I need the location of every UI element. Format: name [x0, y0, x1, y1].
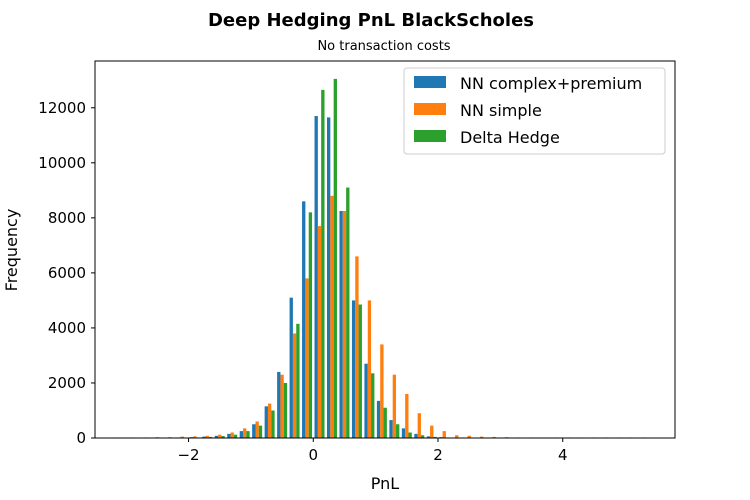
x-axis-label: PnL	[371, 474, 400, 493]
bar-delta-hedge	[283, 382, 288, 438]
bar-nn-complex-premium	[327, 117, 331, 438]
bar-delta-hedge	[233, 434, 238, 438]
y-tick-label: 8000	[48, 209, 86, 227]
bar-nn-simple	[480, 436, 484, 438]
legend-label-nn-complex: NN complex+premium	[460, 74, 642, 93]
bar-delta-hedge	[396, 424, 400, 438]
bar-nn-simple	[355, 256, 359, 438]
bar-delta-hedge	[408, 432, 412, 438]
bar-nn-complex-premium	[214, 435, 219, 438]
legend-swatch-nn-complex	[414, 76, 446, 88]
legend-label-delta-hedge: Delta Hedge	[460, 128, 560, 147]
bar-nn-simple	[230, 432, 234, 438]
bar-delta-hedge	[358, 304, 362, 438]
bar-delta-hedge	[371, 373, 375, 438]
bars-layer	[118, 78, 646, 438]
bar-nn-simple	[492, 436, 496, 438]
legend-swatch-delta-hedge	[414, 130, 446, 142]
bar-nn-simple	[455, 435, 459, 438]
bar-nn-complex-premium	[339, 210, 343, 438]
bar-nn-complex-premium	[264, 406, 268, 438]
bar-nn-complex-premium	[426, 436, 431, 438]
bar-nn-simple	[255, 421, 259, 438]
chart-title: Deep Hedging PnL BlackScholes	[208, 10, 534, 31]
bar-nn-simple	[243, 428, 247, 438]
bar-nn-complex-premium	[364, 363, 368, 438]
bar-delta-hedge	[221, 436, 225, 438]
bar-nn-simple	[430, 425, 434, 438]
legend-frame	[403, 67, 666, 155]
bar-delta-hedge	[296, 323, 300, 438]
legend: NN complex+premium NN simple Delta Hedge	[403, 67, 666, 155]
bar-nn-simple	[292, 333, 297, 438]
bar-nn-simple	[267, 403, 272, 438]
y-axis-label: Frequency	[2, 209, 21, 292]
bar-nn-complex-premium	[227, 433, 231, 438]
y-tick-label: 0	[76, 429, 86, 447]
bar-nn-complex-premium	[239, 431, 244, 438]
x-tick-label: −2	[177, 446, 199, 464]
bar-nn-simple	[205, 435, 209, 438]
bar-delta-hedge	[383, 407, 387, 438]
bar-nn-simple	[367, 300, 372, 438]
legend-label-nn-simple: NN simple	[460, 101, 542, 120]
bar-nn-simple	[342, 210, 347, 438]
y-tick-label: 10000	[38, 154, 86, 172]
bar-nn-simple	[442, 431, 446, 438]
bar-delta-hedge	[433, 436, 437, 438]
bar-nn-complex-premium	[252, 424, 256, 438]
bar-nn-simple	[280, 374, 284, 438]
x-tick-label: 4	[558, 446, 568, 464]
bar-nn-complex-premium	[376, 400, 381, 438]
bar-nn-simple	[330, 195, 334, 438]
bar-nn-complex-premium	[401, 428, 406, 438]
bar-nn-complex-premium	[389, 420, 393, 438]
bar-nn-simple	[180, 436, 184, 438]
bar-delta-hedge	[420, 435, 425, 438]
bar-nn-simple	[405, 393, 409, 438]
bar-delta-hedge	[271, 410, 275, 438]
bar-nn-complex-premium	[277, 371, 281, 438]
y-tick-label: 4000	[48, 319, 86, 337]
bar-nn-simple	[305, 278, 309, 438]
bar-delta-hedge	[333, 78, 337, 438]
bar-delta-hedge	[258, 425, 263, 438]
x-tick-label: 0	[309, 446, 319, 464]
ticks-layer: −2 0 2 4 0 2000 4000 6000 8000 10000 12000	[38, 99, 567, 464]
bar-nn-simple	[193, 436, 197, 438]
y-tick-label: 2000	[48, 374, 86, 392]
bar-nn-complex-premium	[414, 433, 418, 438]
bar-nn-simple	[380, 344, 384, 438]
bar-nn-simple	[218, 434, 222, 438]
bar-nn-complex-premium	[302, 201, 306, 438]
bar-nn-simple	[392, 374, 397, 438]
bar-delta-hedge	[308, 212, 313, 438]
plot-frame	[94, 60, 676, 439]
bar-delta-hedge	[208, 436, 213, 438]
bar-delta-hedge	[321, 89, 325, 438]
bar-nn-complex-premium	[314, 116, 318, 438]
chart-subtitle: No transaction costs	[317, 39, 450, 54]
bar-nn-complex-premium	[351, 300, 356, 438]
x-tick-label: 2	[433, 446, 443, 464]
bar-nn-complex-premium	[289, 297, 293, 438]
y-tick-label: 6000	[48, 264, 86, 282]
bar-nn-simple	[317, 226, 322, 438]
y-tick-label: 12000	[38, 99, 86, 117]
bar-nn-simple	[417, 413, 421, 438]
legend-swatch-nn-simple	[414, 103, 446, 115]
bar-delta-hedge	[246, 431, 250, 438]
bar-nn-simple	[467, 435, 471, 438]
bar-nn-complex-premium	[202, 436, 206, 438]
bar-delta-hedge	[346, 187, 350, 438]
